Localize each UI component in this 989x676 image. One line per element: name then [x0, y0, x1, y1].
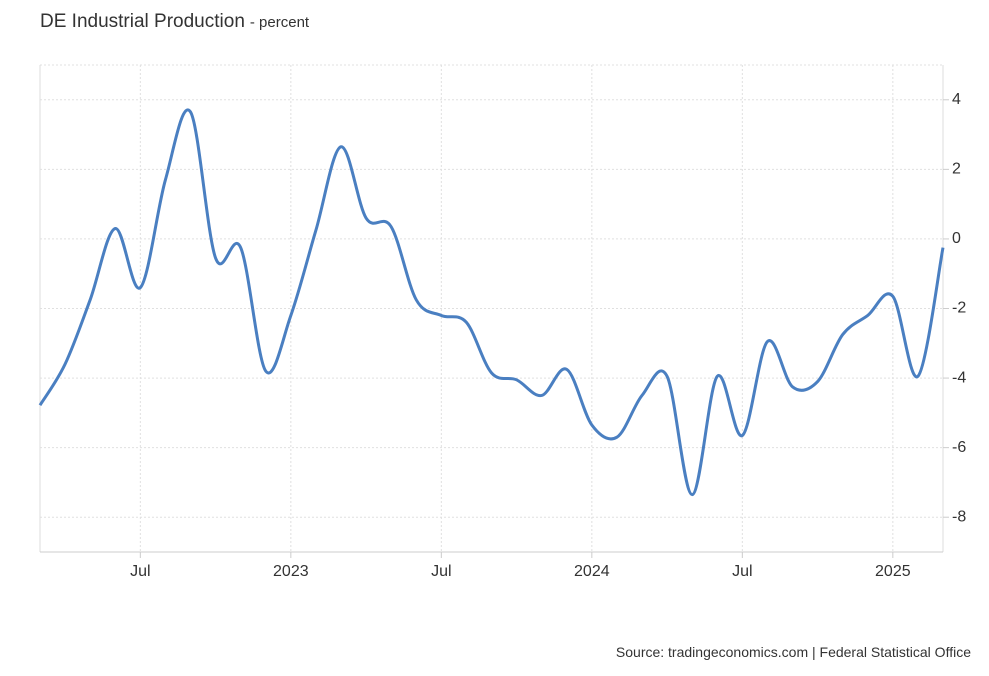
line-series	[38, 108, 945, 497]
y-tick-label: 4	[952, 91, 961, 108]
title: DE Industrial Production	[40, 11, 245, 32]
x-tick-label: 2025	[875, 563, 911, 580]
y-tick-label: 2	[952, 161, 961, 178]
y-tick-label: -2	[952, 300, 966, 317]
x-tick-label: Jul	[130, 563, 150, 580]
y-tick-label: 0	[952, 230, 961, 247]
y-tick-label: -4	[952, 369, 966, 386]
y-tick-label: -8	[952, 508, 966, 525]
x-tick-label: 2023	[273, 563, 309, 580]
subtitle: - percent	[250, 14, 310, 31]
y-tick-label: -6	[952, 439, 966, 456]
source: Source: tradingeconomics.com | Federal S…	[616, 644, 971, 660]
x-tick-label: 2024	[574, 563, 610, 580]
chart-title: DE Industrial Production - percent	[40, 11, 310, 32]
x-tick-label: Jul	[431, 563, 451, 580]
x-tick-label: Jul	[732, 563, 752, 580]
